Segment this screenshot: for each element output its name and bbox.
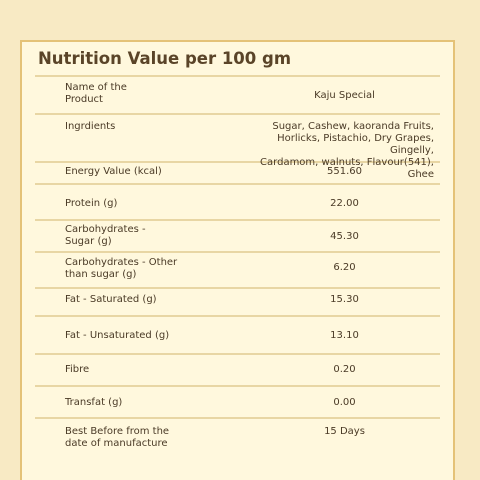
row-value: 15 Days	[324, 426, 365, 437]
row-value: Kaju Special	[314, 90, 375, 101]
table-row-fibre: Fibre 0.20	[35, 353, 440, 385]
table-row-fat-unsaturated: Fat - Unsaturated (g) 13.10	[35, 315, 440, 353]
table-row-carbs-other: Carbohydrates - Other than sugar (g) 6.20	[35, 251, 440, 287]
nutrition-table: Name of the Product Kaju Special Ingrdien…	[35, 75, 440, 457]
row-label: Protein (g)	[65, 198, 118, 209]
row-value: 13.10	[330, 330, 359, 341]
row-value: 15.30	[330, 294, 359, 305]
row-label: Fat - Saturated (g)	[65, 294, 157, 305]
row-value: 45.30	[330, 231, 359, 242]
table-row-energy: Energy Value (kcal) 551.60	[35, 161, 440, 183]
row-label: Carbohydrates - Other than sugar (g)	[65, 257, 178, 280]
row-label: Carbohydrates - Sugar (g)	[65, 224, 146, 247]
row-label: Fat - Unsaturated (g)	[65, 330, 170, 341]
page-title: Nutrition Value per 100 gm	[38, 49, 292, 68]
table-row-carbs-sugar: Carbohydrates - Sugar (g) 45.30	[35, 219, 440, 251]
table-row-best-before: Best Before from the date of manufacture …	[35, 417, 440, 457]
row-value: 22.00	[330, 198, 359, 209]
row-label: Best Before from the date of manufacture	[65, 426, 170, 449]
row-value: 0.20	[333, 364, 356, 375]
row-value: 6.20	[333, 262, 356, 273]
table-row-product-name: Name of the Product Kaju Special	[35, 75, 440, 113]
row-label: Ingrdients	[65, 121, 116, 132]
row-value: 551.60	[327, 166, 362, 177]
table-row-ingredients: Ingrdients Sugar, Cashew, kaoranda Fruit…	[35, 113, 440, 180]
row-label: Name of the Product	[65, 82, 127, 105]
row-value: 0.00	[333, 397, 356, 408]
row-label: Fibre	[65, 364, 90, 375]
row-label: Energy Value (kcal)	[65, 166, 162, 177]
nutrition-card: Nutrition Value per 100 gm Name of the Pr…	[20, 40, 455, 480]
row-value: Sugar, Cashew, kaoranda Fruits, Horlicks,…	[260, 121, 434, 180]
table-row-protein: Protein (g) 22.00	[35, 183, 440, 219]
row-label: Transfat (g)	[65, 397, 123, 408]
table-row-fat-saturated: Fat - Saturated (g) 15.30	[35, 287, 440, 315]
table-row-transfat: Transfat (g) 0.00	[35, 385, 440, 417]
